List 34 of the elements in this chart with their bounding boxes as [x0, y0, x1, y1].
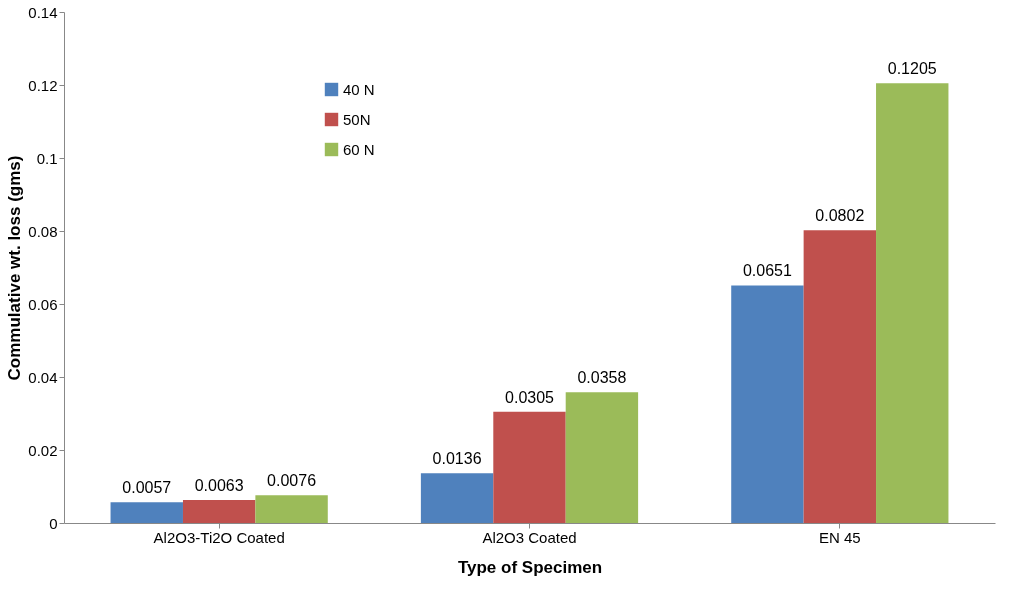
data-label: 0.0063	[194, 477, 244, 495]
data-label: 0.0651	[742, 262, 792, 280]
y-tick-label: 0.02	[28, 441, 58, 459]
legend-label: 60 N	[343, 140, 375, 158]
y-tick-label: 0.12	[28, 76, 58, 94]
x-axis-title: Type of Specimen	[457, 557, 603, 577]
bar	[876, 83, 949, 523]
legend-label: 40 N	[343, 80, 375, 98]
bar	[731, 285, 804, 523]
bar	[493, 411, 566, 523]
bar	[110, 502, 183, 523]
bar	[803, 230, 877, 523]
bar	[255, 495, 328, 523]
x-tick-label: Al2O3-Ti2O Coated	[153, 528, 285, 546]
x-tick-label: Al2O3 Coated	[482, 528, 577, 546]
data-label: 0.0076	[267, 472, 317, 490]
bar	[565, 392, 639, 523]
data-label: 0.0057	[122, 479, 172, 497]
y-tick-label: 0	[49, 514, 58, 532]
data-label: 0.0802	[815, 207, 865, 225]
y-tick-label: 0.08	[28, 222, 58, 240]
data-label: 0.0358	[577, 369, 627, 387]
y-tick-label: 0.1	[36, 149, 58, 167]
x-tick-label: EN 45	[818, 528, 861, 546]
bar	[420, 473, 494, 523]
data-label: 0.0305	[505, 388, 555, 406]
y-axis-title: Commulative wt. loss (gms)	[5, 155, 25, 381]
bar	[182, 500, 256, 523]
y-tick-label: 0.14	[28, 3, 58, 21]
legend-label: 50N	[343, 110, 371, 128]
y-tick-label: 0.06	[28, 295, 58, 313]
y-tick-label: 0.04	[28, 368, 58, 386]
data-label: 0.1205	[887, 60, 937, 78]
data-label: 0.0136	[432, 450, 482, 468]
